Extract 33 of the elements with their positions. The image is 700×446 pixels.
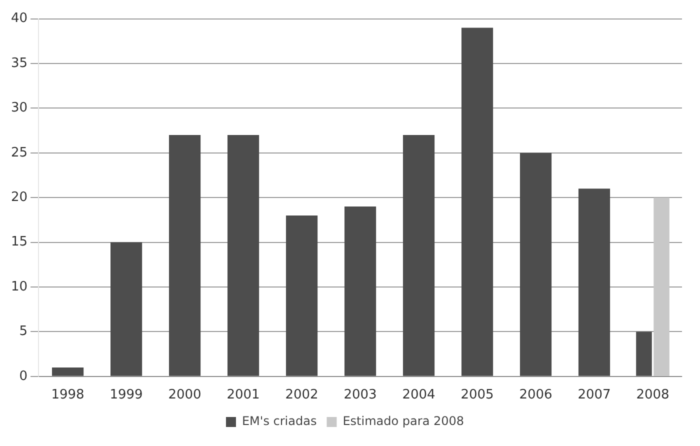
bar	[286, 215, 318, 376]
x-tick-label: 2005	[460, 388, 494, 403]
bar	[227, 135, 260, 376]
y-tick-label: 15	[10, 234, 28, 250]
bar	[52, 367, 84, 376]
bar	[110, 242, 142, 376]
bar	[168, 135, 201, 376]
bar	[344, 206, 376, 376]
y-tick-label: 40	[10, 11, 28, 26]
y-tick-label: 5	[19, 324, 28, 340]
y-tick-label: 10	[10, 279, 28, 294]
x-tick-label: 2007	[578, 388, 611, 403]
bar	[578, 188, 610, 376]
x-tick-label: 2004	[402, 388, 436, 403]
x-tick-label: 2000	[168, 388, 202, 403]
y-tick-label: 30	[10, 100, 28, 116]
bar	[520, 152, 552, 376]
legend-label: Estimado para 2008	[342, 414, 464, 428]
x-tick-label: 2006	[519, 388, 552, 403]
bar	[654, 198, 670, 376]
x-tick-label: 2003	[344, 388, 377, 403]
x-tick-label: 2002	[285, 388, 318, 403]
x-tick-label: 2008	[636, 388, 670, 403]
bar	[461, 28, 494, 376]
x-tick-label: 2001	[226, 388, 260, 403]
y-tick-label: 20	[10, 190, 28, 205]
y-tick-label: 25	[10, 145, 28, 160]
y-tick-label: 35	[10, 56, 28, 71]
x-tick-label: 1999	[110, 388, 143, 403]
bar	[402, 135, 435, 376]
legend-label: EM's criadas	[242, 414, 317, 428]
y-tick-label: 0	[19, 368, 28, 384]
x-tick-label: 1998	[51, 388, 84, 403]
